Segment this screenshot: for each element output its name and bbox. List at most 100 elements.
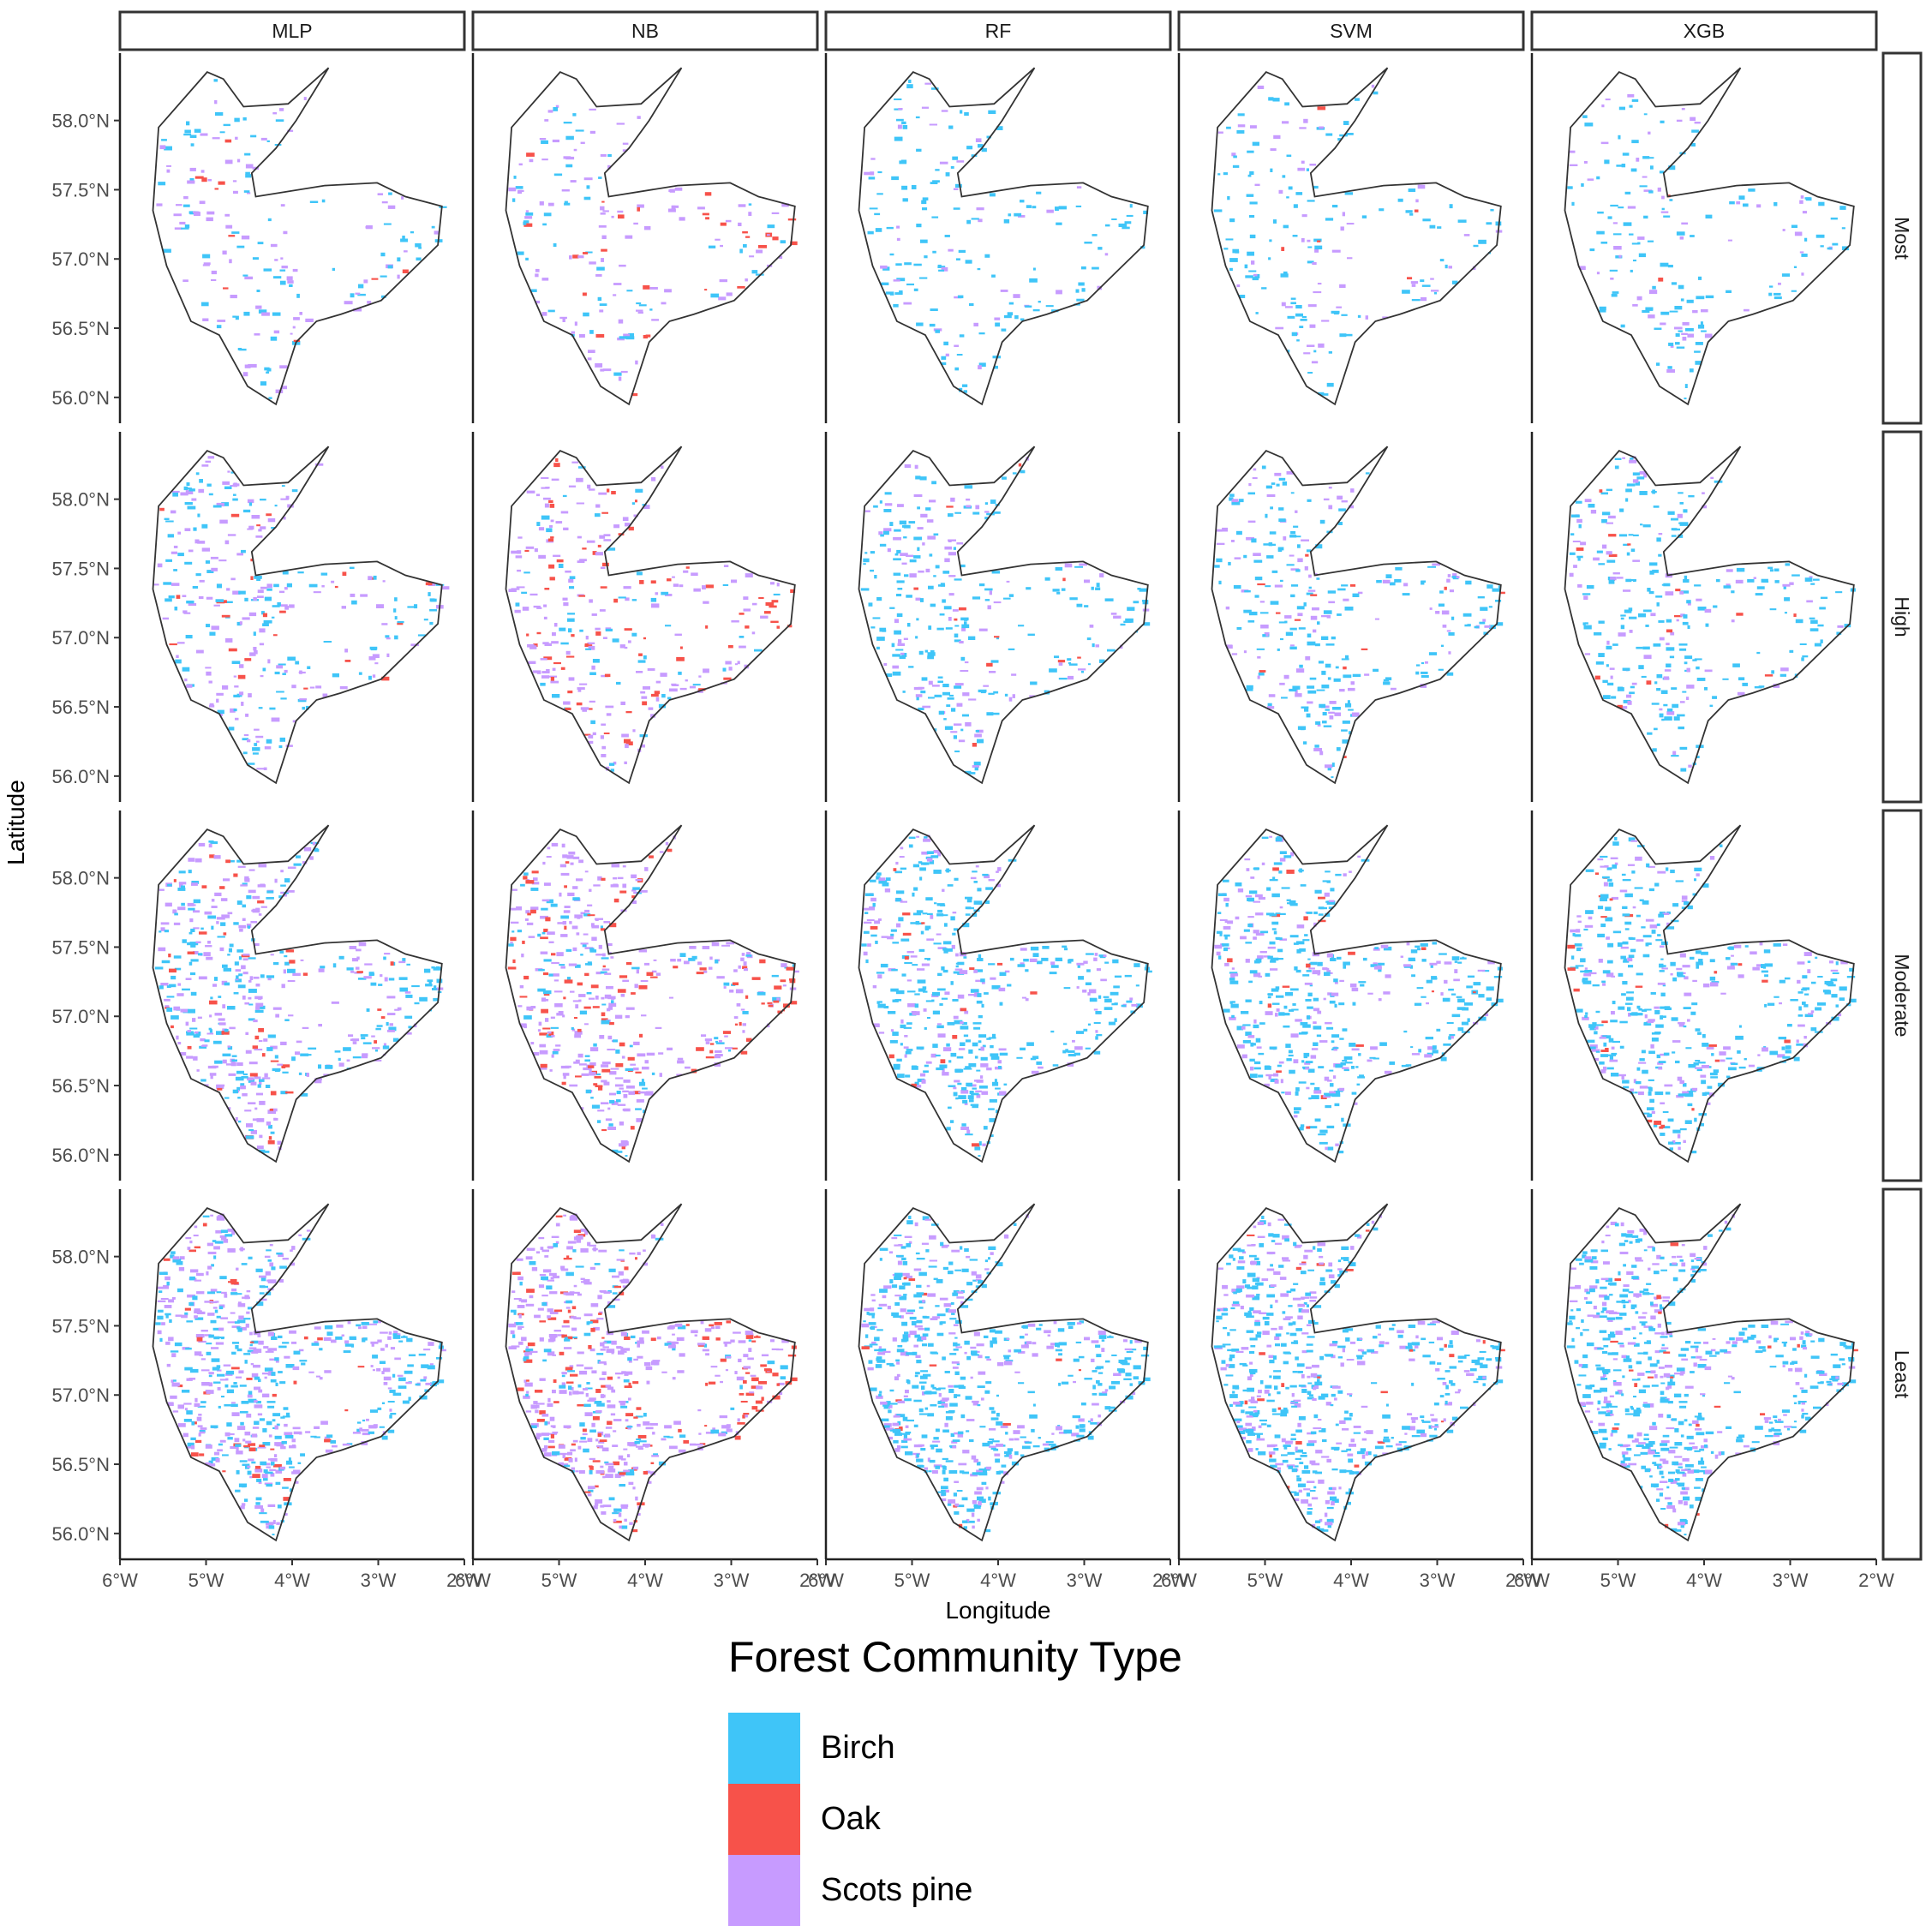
forest-cell — [584, 973, 589, 976]
forest-cell — [277, 602, 281, 607]
forest-cell — [340, 686, 348, 689]
forest-cell — [981, 1397, 984, 1400]
y-tick-label: 56.5°N — [51, 1454, 110, 1475]
forest-cell — [601, 1129, 607, 1131]
forest-cell — [206, 560, 210, 564]
forest-cell — [212, 984, 217, 987]
forest-cell — [996, 1471, 1001, 1474]
forest-cell — [885, 503, 893, 505]
forest-cell — [217, 583, 222, 588]
forest-cell — [335, 1337, 342, 1340]
forest-cell — [938, 677, 943, 679]
forest-cells — [508, 835, 799, 1157]
forest-cell — [935, 330, 940, 333]
forest-cell — [749, 1339, 752, 1342]
forest-cell — [598, 297, 602, 301]
forest-cell — [984, 1268, 989, 1270]
forest-cell — [936, 934, 942, 936]
forest-cell — [679, 1434, 685, 1438]
forest-cell — [644, 963, 649, 966]
forest-cell — [902, 563, 907, 565]
forest-cell — [166, 1314, 169, 1319]
forest-cell — [924, 1065, 929, 1068]
forest-cell — [715, 1054, 723, 1056]
forest-cell — [1373, 92, 1379, 95]
forest-cell — [222, 1454, 229, 1456]
forest-cell — [581, 1278, 585, 1280]
forest-cell — [1229, 218, 1235, 222]
forest-cell — [167, 1282, 170, 1286]
forest-cell — [892, 1284, 897, 1288]
forest-cell — [616, 682, 621, 685]
forest-cell — [870, 926, 878, 930]
forest-cell — [275, 1055, 278, 1058]
forest-cell — [266, 897, 274, 900]
forest-cell — [651, 477, 655, 482]
forest-cell — [216, 699, 218, 703]
forest-cell — [1069, 597, 1077, 600]
forest-cell — [603, 966, 606, 968]
forest-cell — [937, 1023, 942, 1025]
forest-cell — [428, 592, 430, 596]
forest-cell — [542, 278, 549, 281]
forest-cell — [977, 207, 984, 210]
forest-cell — [1098, 247, 1102, 250]
forest-cell — [230, 1404, 237, 1408]
forest-cell — [532, 870, 539, 873]
forest-cell — [903, 1439, 912, 1441]
forest-cell — [536, 493, 540, 496]
forest-cell — [972, 512, 979, 515]
forest-cell — [565, 1272, 574, 1277]
forest-cell — [165, 903, 172, 907]
forest-cell — [637, 1053, 645, 1056]
forest-cell — [956, 966, 959, 968]
forest-cell — [1065, 564, 1073, 568]
forest-cell — [922, 964, 930, 966]
forest-cell — [710, 294, 719, 298]
forest-cell — [246, 1414, 251, 1418]
forest-cell — [553, 1051, 559, 1055]
forest-cell — [952, 933, 955, 936]
x-tick-label: 4°W — [980, 1570, 1016, 1591]
forest-cell — [667, 578, 672, 581]
forest-cell — [237, 159, 240, 163]
forest-cell — [584, 1492, 590, 1493]
forest-cell — [232, 1056, 237, 1057]
forest-cell — [1121, 624, 1126, 625]
forest-cell — [913, 588, 918, 590]
forest-cell — [186, 1320, 193, 1322]
forest-cell — [966, 913, 971, 916]
forest-cell — [571, 1316, 577, 1319]
forest-cell — [233, 1090, 238, 1094]
forest-cell — [229, 1074, 236, 1076]
forest-cell — [253, 1020, 257, 1022]
forest-cell — [680, 647, 683, 649]
forest-cell — [590, 1097, 594, 1098]
forest-cell — [216, 1458, 220, 1462]
forest-cell — [909, 573, 916, 577]
forest-cell — [588, 1345, 591, 1349]
forest-cell — [229, 259, 232, 263]
forest-cell — [982, 874, 988, 876]
forest-cell — [969, 1099, 974, 1102]
forest-cell — [239, 691, 243, 695]
forest-cell — [1248, 175, 1252, 177]
forest-cell — [517, 190, 522, 194]
forest-cell — [1299, 326, 1303, 328]
forest-cell — [161, 1322, 165, 1325]
forest-cell — [523, 222, 526, 225]
forest-cell — [969, 967, 974, 970]
forest-cell — [1105, 253, 1109, 255]
forest-cell — [678, 672, 682, 675]
forest-cell — [566, 949, 572, 952]
forest-cell — [231, 514, 239, 517]
forest-cell — [941, 1486, 948, 1489]
forest-cell — [892, 1423, 899, 1427]
forest-cell — [864, 172, 871, 176]
forest-cell — [559, 1013, 562, 1015]
forest-cell — [595, 363, 602, 368]
forest-cell — [954, 1343, 960, 1346]
forest-cell — [948, 617, 952, 621]
forest-cell — [232, 499, 238, 501]
forest-cell — [183, 1403, 191, 1404]
